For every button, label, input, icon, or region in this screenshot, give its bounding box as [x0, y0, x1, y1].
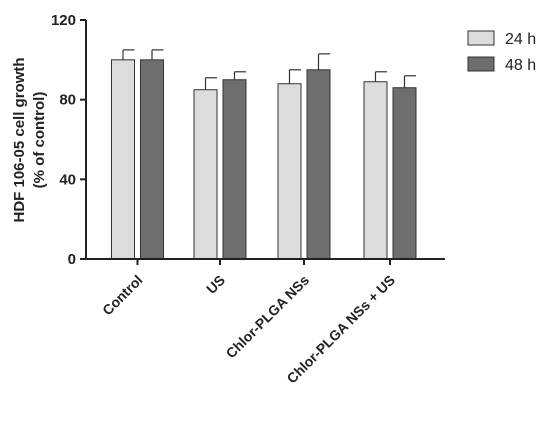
y-tick-label: 40: [59, 171, 76, 188]
x-category-label: US: [203, 272, 228, 297]
bar: [306, 69, 331, 260]
bar: [193, 89, 218, 260]
bar: [392, 87, 417, 260]
y-axis-title-line2: (% of control): [31, 92, 48, 189]
y-tick-label: 80: [59, 92, 76, 109]
x-category-label: Chlor-PLGA NSs: [223, 272, 313, 362]
bar: [363, 81, 388, 260]
y-axis: 0 40 80 120: [51, 12, 87, 268]
bar: [140, 59, 164, 260]
legend-label: 48 h: [505, 57, 536, 74]
y-axis-title-line1: HDF 106-05 cell growth: [11, 57, 28, 222]
y-tick-label: 120: [51, 12, 76, 29]
y-axis-title: HDF 106-05 cell growth (% of control): [11, 57, 48, 222]
bar: [111, 59, 135, 260]
x-category-label: Control: [99, 272, 146, 319]
bar: [222, 79, 247, 260]
legend-label: 24 h: [505, 31, 536, 48]
bar: [277, 83, 302, 260]
legend-swatch: [467, 30, 495, 46]
y-tick-label: 0: [68, 251, 76, 268]
legend: 24 h 48 h: [467, 30, 536, 74]
bars: [111, 49, 417, 260]
legend-swatch: [467, 56, 495, 72]
